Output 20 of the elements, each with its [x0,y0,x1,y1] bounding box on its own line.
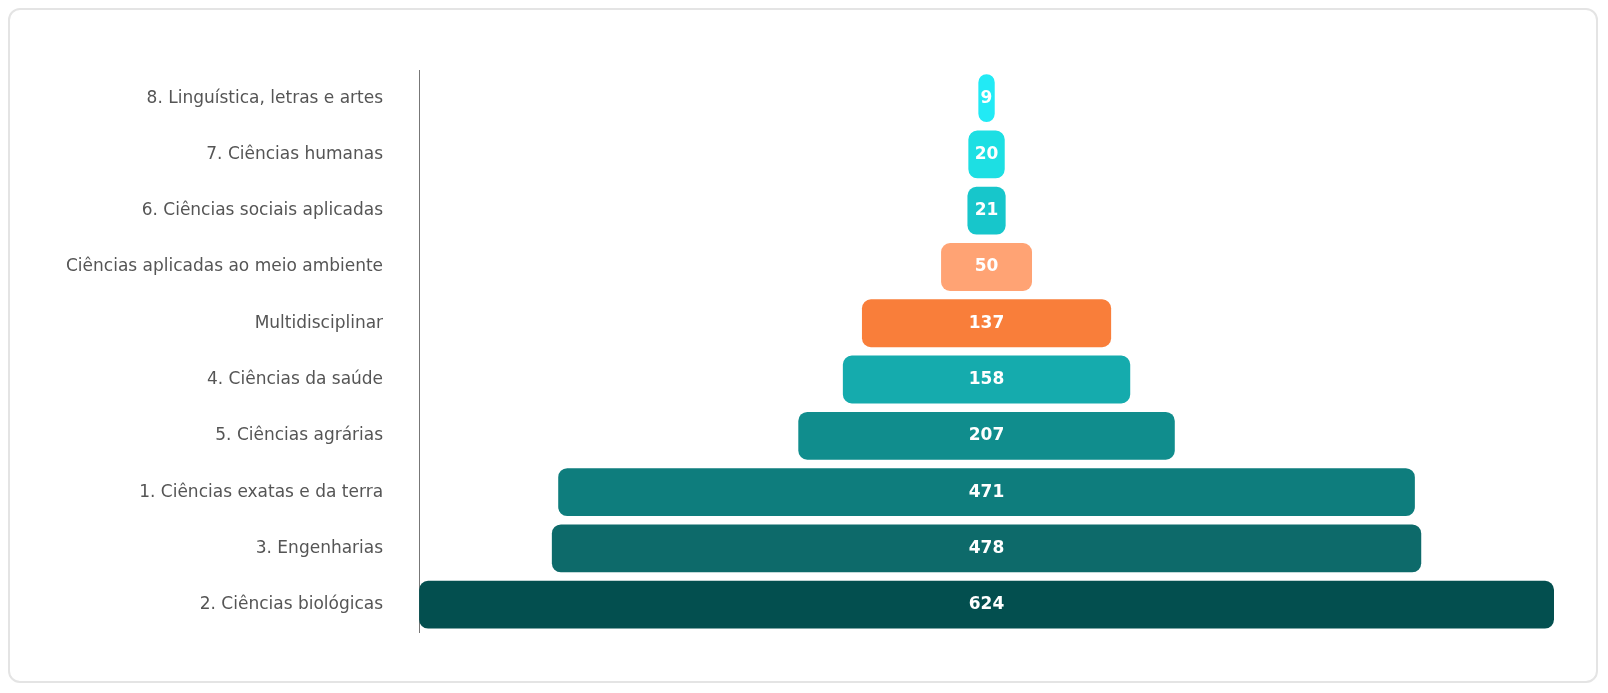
data-label: 624 [968,593,1005,614]
category-label: Multidisciplinar [254,311,384,332]
data-label: 158 [968,367,1005,388]
category-label: 8. Linguística, letras e artes [146,86,384,107]
data-label: 137 [968,311,1005,332]
data-label: 20 [974,142,999,163]
category-label: Ciências aplicadas ao meio ambiente [65,255,384,276]
data-label: 207 [968,424,1005,445]
category-label: 1. Ciências exatas e da terra [139,480,384,501]
data-label: 9 [980,86,993,107]
category-label: 3. Engenharias [255,536,384,557]
data-label: 21 [974,199,999,220]
data-label: 50 [974,255,999,276]
category-label: 4. Ciências da saúde [206,367,384,388]
category-label: 6. Ciências sociais aplicadas [141,199,384,220]
category-label: 2. Ciências biológicas [199,593,384,614]
data-label: 478 [968,536,1005,557]
data-label: 471 [968,480,1005,501]
category-label: 5. Ciências agrárias [215,424,384,445]
category-label: 7. Ciências humanas [206,142,384,163]
